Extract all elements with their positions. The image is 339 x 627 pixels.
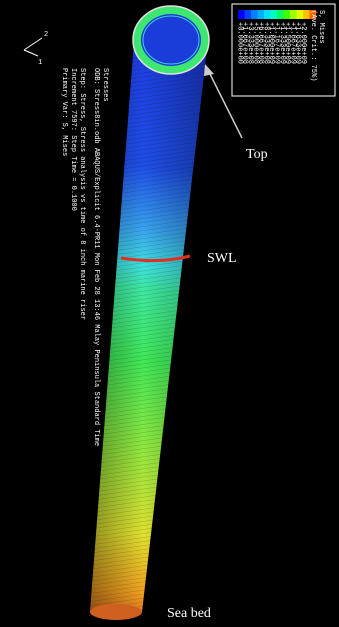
- legend-swatch: [257, 10, 264, 19]
- legend-value: +1.833e+09: [294, 22, 302, 64]
- legend-value: +5.000e+08: [251, 22, 259, 64]
- label-seabed: Sea bed: [167, 606, 211, 621]
- annotations: Top SWL Sea bed: [167, 64, 268, 621]
- info-line: Stresses: [101, 68, 109, 102]
- legend-swatch: [270, 10, 277, 19]
- legend-value: +0.000e+00: [235, 22, 243, 64]
- legend-title: S, Mises: [317, 10, 325, 44]
- legend-value: +1.333e+09: [278, 22, 286, 64]
- info-line: Primary Var: S, Mises: [60, 68, 68, 156]
- legend-swatch: [296, 10, 303, 19]
- legend-swatch: [303, 10, 310, 19]
- riser: [90, 5, 210, 620]
- legend-swatch: [264, 10, 271, 19]
- legend-swatch: [283, 10, 290, 19]
- axis-label: 2: [44, 31, 48, 39]
- triad: 2 1: [23, 31, 48, 67]
- legend-value: +1.667e+08: [241, 22, 249, 64]
- label-swl: SWL: [207, 251, 237, 266]
- info-line: ODB: Stress8in.odb ABAQUS/Explicit 6.4-P…: [92, 68, 100, 446]
- info-text: Stresses ODB: Stress8in.odb ABAQUS/Expli…: [60, 68, 109, 446]
- info-line: Increment 7597: Step Time = 0.1000: [69, 68, 77, 211]
- legend-subtitle: (Ave. Crit.: 75%): [309, 10, 317, 81]
- legend-swatch: [251, 10, 258, 19]
- label-top: Top: [246, 147, 268, 162]
- legend-value: +1.500e+09: [283, 22, 291, 64]
- legend: +2.000e+09+1.833e+09+1.667e+09+1.500e+09…: [231, 3, 336, 97]
- info-line: Step: Stress, Stress analysis vs time of…: [78, 68, 86, 320]
- legend-value: +8.333e+08: [262, 22, 270, 64]
- legend-value: +3.333e+08: [246, 22, 254, 64]
- legend-value: +1.167e+09: [273, 22, 281, 64]
- axis-label: 1: [38, 59, 42, 67]
- legend-swatch: [277, 10, 284, 19]
- legend-value: +2.000e+09: [299, 22, 307, 64]
- legend-swatch: [290, 10, 297, 19]
- legend-value: +1.667e+09: [288, 22, 296, 64]
- legend-swatch: [238, 10, 245, 19]
- legend-swatch: [244, 10, 251, 19]
- legend-swatch: [309, 10, 316, 19]
- legend-value: +1.000e+09: [267, 22, 275, 64]
- legend-value: +6.667e+08: [257, 22, 265, 64]
